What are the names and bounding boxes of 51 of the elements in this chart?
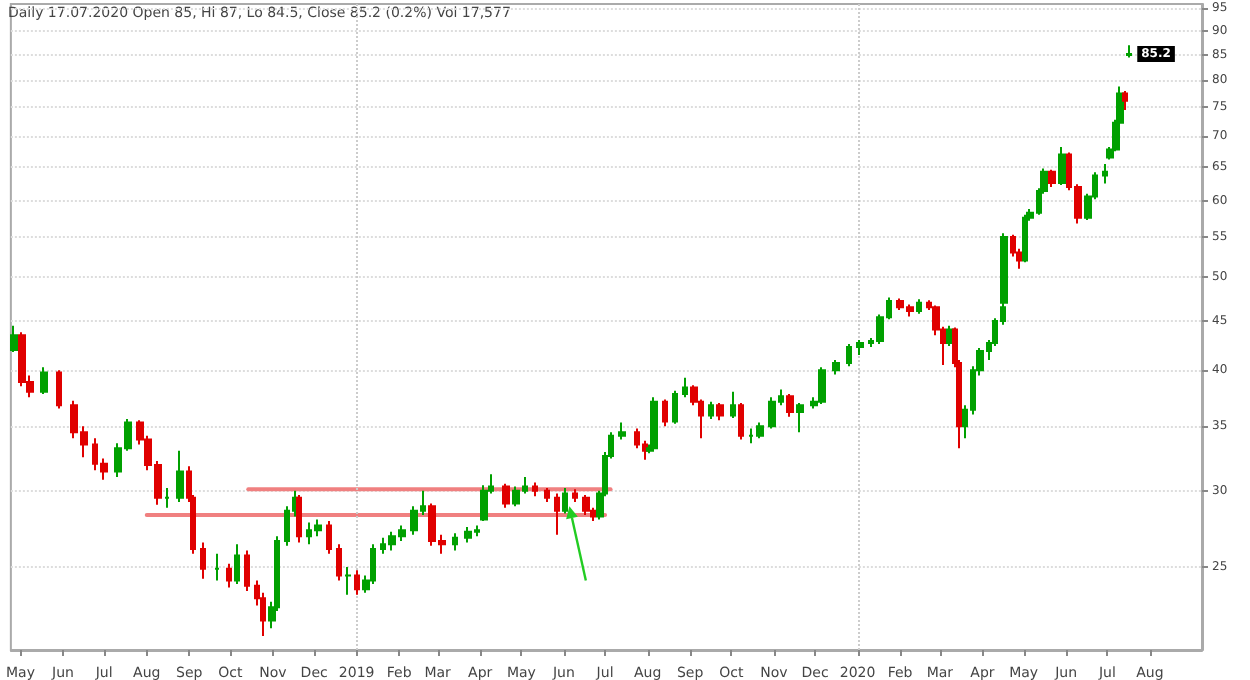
candlestick xyxy=(786,392,794,418)
candlestick xyxy=(582,493,590,517)
candlestick xyxy=(344,565,352,596)
candlestick xyxy=(502,482,510,509)
candlestick xyxy=(200,541,206,580)
candlestick xyxy=(662,398,668,428)
candlestick xyxy=(164,486,170,509)
candlestick xyxy=(512,485,520,508)
candlestick xyxy=(226,562,232,589)
candlestick xyxy=(176,449,184,503)
candlestick xyxy=(916,298,922,315)
candlestick xyxy=(650,396,658,452)
candlestick xyxy=(354,569,360,596)
candlestick xyxy=(618,421,626,441)
candlestick xyxy=(532,481,538,498)
candlestick xyxy=(452,532,458,552)
candlestick xyxy=(856,339,864,356)
candlestick xyxy=(730,390,736,419)
candlestick xyxy=(296,493,302,544)
candlestick xyxy=(768,396,776,430)
candlestick xyxy=(846,342,852,368)
candlestick xyxy=(336,543,342,582)
candlestick xyxy=(716,401,724,422)
candlestick xyxy=(314,518,322,538)
candlestick xyxy=(1102,162,1108,185)
candlestick xyxy=(818,366,826,406)
candlestick xyxy=(554,492,560,536)
candlestick xyxy=(572,488,578,503)
candlestick xyxy=(10,324,18,353)
candlestick xyxy=(40,366,48,395)
candlestick xyxy=(756,421,764,440)
candlestick xyxy=(796,401,804,434)
candlestick xyxy=(1122,89,1128,112)
candlestick xyxy=(672,389,678,425)
candlestick xyxy=(370,543,376,586)
candlestick xyxy=(708,400,714,421)
candlestick xyxy=(1058,146,1066,186)
candlestick xyxy=(56,369,62,410)
candlestick xyxy=(1022,213,1028,264)
candlestick xyxy=(682,376,688,399)
candlestick xyxy=(1048,168,1056,188)
candlestick xyxy=(214,552,220,582)
candlestick xyxy=(464,526,472,544)
candlestick xyxy=(562,486,568,515)
candlestick xyxy=(832,358,840,376)
candlestick xyxy=(544,486,550,503)
candlestick xyxy=(326,520,332,555)
candlestick xyxy=(1126,44,1132,59)
candlestick xyxy=(234,543,240,586)
candlestick xyxy=(244,549,250,593)
candlestick xyxy=(738,401,744,441)
